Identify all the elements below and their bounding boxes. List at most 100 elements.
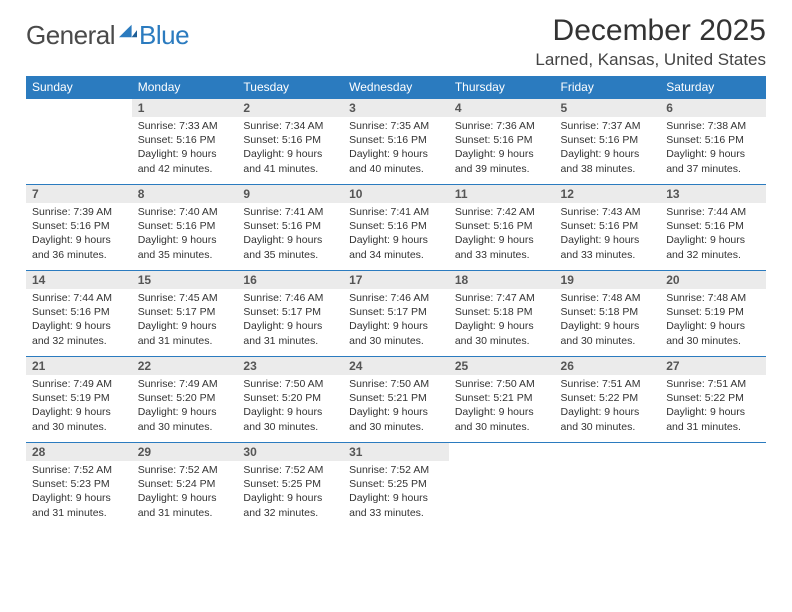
day-info: Sunrise: 7:52 AMSunset: 5:23 PMDaylight:… bbox=[26, 461, 132, 524]
sunset-line: Sunset: 5:19 PM bbox=[666, 305, 760, 319]
day-cell: 26Sunrise: 7:51 AMSunset: 5:22 PMDayligh… bbox=[555, 357, 661, 443]
sunrise-line: Sunrise: 7:49 AM bbox=[32, 377, 126, 391]
weekday-thursday: Thursday bbox=[449, 76, 555, 99]
day-cell bbox=[555, 443, 661, 529]
day-cell: 8Sunrise: 7:40 AMSunset: 5:16 PMDaylight… bbox=[132, 185, 238, 271]
daylight-line: Daylight: 9 hours and 42 minutes. bbox=[138, 147, 232, 175]
day-info: Sunrise: 7:49 AMSunset: 5:20 PMDaylight:… bbox=[132, 375, 238, 438]
sunrise-line: Sunrise: 7:34 AM bbox=[243, 119, 337, 133]
day-cell: 9Sunrise: 7:41 AMSunset: 5:16 PMDaylight… bbox=[237, 185, 343, 271]
sunset-line: Sunset: 5:25 PM bbox=[243, 477, 337, 491]
day-cell: 23Sunrise: 7:50 AMSunset: 5:20 PMDayligh… bbox=[237, 357, 343, 443]
day-number: 12 bbox=[555, 185, 661, 203]
day-number: 23 bbox=[237, 357, 343, 375]
daylight-line: Daylight: 9 hours and 30 minutes. bbox=[455, 405, 549, 433]
day-cell bbox=[26, 99, 132, 185]
daylight-line: Daylight: 9 hours and 33 minutes. bbox=[349, 491, 443, 519]
day-cell: 28Sunrise: 7:52 AMSunset: 5:23 PMDayligh… bbox=[26, 443, 132, 529]
sunrise-line: Sunrise: 7:47 AM bbox=[455, 291, 549, 305]
day-cell: 31Sunrise: 7:52 AMSunset: 5:25 PMDayligh… bbox=[343, 443, 449, 529]
day-info: Sunrise: 7:38 AMSunset: 5:16 PMDaylight:… bbox=[660, 117, 766, 180]
sunset-line: Sunset: 5:16 PM bbox=[32, 219, 126, 233]
daylight-line: Daylight: 9 hours and 33 minutes. bbox=[561, 233, 655, 261]
day-info: Sunrise: 7:51 AMSunset: 5:22 PMDaylight:… bbox=[555, 375, 661, 438]
sunrise-line: Sunrise: 7:48 AM bbox=[561, 291, 655, 305]
day-number: 30 bbox=[237, 443, 343, 461]
week-row: 1Sunrise: 7:33 AMSunset: 5:16 PMDaylight… bbox=[26, 99, 766, 185]
day-cell: 18Sunrise: 7:47 AMSunset: 5:18 PMDayligh… bbox=[449, 271, 555, 357]
day-info: Sunrise: 7:34 AMSunset: 5:16 PMDaylight:… bbox=[237, 117, 343, 180]
sunrise-line: Sunrise: 7:52 AM bbox=[32, 463, 126, 477]
sunset-line: Sunset: 5:21 PM bbox=[455, 391, 549, 405]
day-cell: 6Sunrise: 7:38 AMSunset: 5:16 PMDaylight… bbox=[660, 99, 766, 185]
day-info: Sunrise: 7:52 AMSunset: 5:25 PMDaylight:… bbox=[237, 461, 343, 524]
day-info: Sunrise: 7:46 AMSunset: 5:17 PMDaylight:… bbox=[343, 289, 449, 352]
day-info: Sunrise: 7:45 AMSunset: 5:17 PMDaylight:… bbox=[132, 289, 238, 352]
daylight-line: Daylight: 9 hours and 31 minutes. bbox=[666, 405, 760, 433]
daylight-line: Daylight: 9 hours and 35 minutes. bbox=[243, 233, 337, 261]
daylight-line: Daylight: 9 hours and 37 minutes. bbox=[666, 147, 760, 175]
sunset-line: Sunset: 5:18 PM bbox=[455, 305, 549, 319]
day-number: 8 bbox=[132, 185, 238, 203]
day-info: Sunrise: 7:44 AMSunset: 5:16 PMDaylight:… bbox=[26, 289, 132, 352]
calendar-body: 1Sunrise: 7:33 AMSunset: 5:16 PMDaylight… bbox=[26, 99, 766, 529]
sunrise-line: Sunrise: 7:40 AM bbox=[138, 205, 232, 219]
daylight-line: Daylight: 9 hours and 36 minutes. bbox=[32, 233, 126, 261]
daylight-line: Daylight: 9 hours and 33 minutes. bbox=[455, 233, 549, 261]
day-number: 21 bbox=[26, 357, 132, 375]
sunrise-line: Sunrise: 7:42 AM bbox=[455, 205, 549, 219]
calendar-table: SundayMondayTuesdayWednesdayThursdayFrid… bbox=[26, 76, 766, 529]
day-info: Sunrise: 7:50 AMSunset: 5:21 PMDaylight:… bbox=[449, 375, 555, 438]
day-info: Sunrise: 7:41 AMSunset: 5:16 PMDaylight:… bbox=[343, 203, 449, 266]
day-number: 6 bbox=[660, 99, 766, 117]
day-number: 7 bbox=[26, 185, 132, 203]
day-cell: 19Sunrise: 7:48 AMSunset: 5:18 PMDayligh… bbox=[555, 271, 661, 357]
sunset-line: Sunset: 5:16 PM bbox=[666, 219, 760, 233]
sunset-line: Sunset: 5:22 PM bbox=[666, 391, 760, 405]
day-number: 10 bbox=[343, 185, 449, 203]
daylight-line: Daylight: 9 hours and 30 minutes. bbox=[138, 405, 232, 433]
page-title: December 2025 bbox=[535, 14, 766, 48]
sunrise-line: Sunrise: 7:46 AM bbox=[243, 291, 337, 305]
day-number: 24 bbox=[343, 357, 449, 375]
daylight-line: Daylight: 9 hours and 32 minutes. bbox=[666, 233, 760, 261]
sunrise-line: Sunrise: 7:33 AM bbox=[138, 119, 232, 133]
day-info: Sunrise: 7:46 AMSunset: 5:17 PMDaylight:… bbox=[237, 289, 343, 352]
day-number: 22 bbox=[132, 357, 238, 375]
day-info: Sunrise: 7:48 AMSunset: 5:19 PMDaylight:… bbox=[660, 289, 766, 352]
sunrise-line: Sunrise: 7:36 AM bbox=[455, 119, 549, 133]
day-cell: 17Sunrise: 7:46 AMSunset: 5:17 PMDayligh… bbox=[343, 271, 449, 357]
day-number: 31 bbox=[343, 443, 449, 461]
sunset-line: Sunset: 5:23 PM bbox=[32, 477, 126, 491]
day-cell: 11Sunrise: 7:42 AMSunset: 5:16 PMDayligh… bbox=[449, 185, 555, 271]
day-info: Sunrise: 7:43 AMSunset: 5:16 PMDaylight:… bbox=[555, 203, 661, 266]
sunrise-line: Sunrise: 7:52 AM bbox=[243, 463, 337, 477]
weekday-sunday: Sunday bbox=[26, 76, 132, 99]
daylight-line: Daylight: 9 hours and 31 minutes. bbox=[138, 319, 232, 347]
daylight-line: Daylight: 9 hours and 35 minutes. bbox=[138, 233, 232, 261]
logo: General Blue bbox=[26, 20, 189, 51]
day-number: 16 bbox=[237, 271, 343, 289]
daylight-line: Daylight: 9 hours and 30 minutes. bbox=[561, 405, 655, 433]
sunrise-line: Sunrise: 7:44 AM bbox=[32, 291, 126, 305]
logo-mark-icon bbox=[119, 24, 137, 38]
weekday-tuesday: Tuesday bbox=[237, 76, 343, 99]
day-info: Sunrise: 7:50 AMSunset: 5:20 PMDaylight:… bbox=[237, 375, 343, 438]
day-info: Sunrise: 7:36 AMSunset: 5:16 PMDaylight:… bbox=[449, 117, 555, 180]
day-info: Sunrise: 7:40 AMSunset: 5:16 PMDaylight:… bbox=[132, 203, 238, 266]
daylight-line: Daylight: 9 hours and 38 minutes. bbox=[561, 147, 655, 175]
day-info: Sunrise: 7:52 AMSunset: 5:24 PMDaylight:… bbox=[132, 461, 238, 524]
day-cell: 12Sunrise: 7:43 AMSunset: 5:16 PMDayligh… bbox=[555, 185, 661, 271]
day-number: 14 bbox=[26, 271, 132, 289]
sunrise-line: Sunrise: 7:52 AM bbox=[138, 463, 232, 477]
day-info: Sunrise: 7:47 AMSunset: 5:18 PMDaylight:… bbox=[449, 289, 555, 352]
sunrise-line: Sunrise: 7:52 AM bbox=[349, 463, 443, 477]
day-info: Sunrise: 7:39 AMSunset: 5:16 PMDaylight:… bbox=[26, 203, 132, 266]
sunrise-line: Sunrise: 7:35 AM bbox=[349, 119, 443, 133]
weekday-wednesday: Wednesday bbox=[343, 76, 449, 99]
sunset-line: Sunset: 5:20 PM bbox=[138, 391, 232, 405]
day-cell: 5Sunrise: 7:37 AMSunset: 5:16 PMDaylight… bbox=[555, 99, 661, 185]
day-cell: 15Sunrise: 7:45 AMSunset: 5:17 PMDayligh… bbox=[132, 271, 238, 357]
daylight-line: Daylight: 9 hours and 30 minutes. bbox=[349, 405, 443, 433]
day-info: Sunrise: 7:52 AMSunset: 5:25 PMDaylight:… bbox=[343, 461, 449, 524]
